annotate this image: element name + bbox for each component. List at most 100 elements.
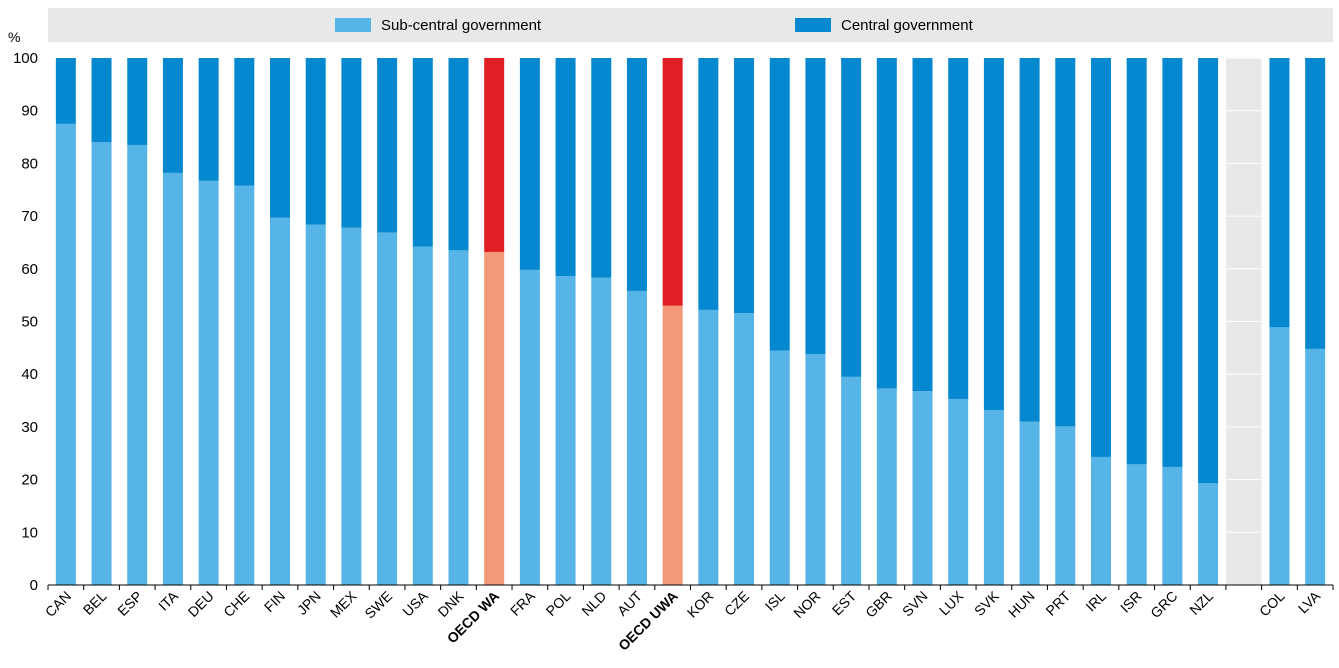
y-tick-label: 50 [21,314,38,331]
legend-band [48,8,1333,42]
category-label: NZL [1186,588,1216,618]
bar-central-cze [734,58,755,314]
y-grid-layer [48,57,1333,533]
bar-sub-central-mex [341,227,362,585]
y-tick-label: 80 [21,155,38,172]
category-label: FIN [261,588,288,615]
bar-central-jpn [305,58,326,225]
bar-sub-central-ita [162,172,183,586]
category-label: CHE [220,588,252,620]
bar-sub-central-oecd-uwa [662,305,683,585]
y-tick-label: 0 [30,577,38,594]
bar-sub-central-bel [91,142,112,585]
legend-swatch-central [795,18,831,32]
bar-sub-central-dnk [448,250,469,586]
category-label: LVA [1295,587,1324,616]
bar-sub-central-nld [591,277,612,585]
category-label: ESP [114,588,145,619]
category-label: POL [543,588,574,619]
bar-sub-central-nor [805,354,826,585]
bar-sub-central-grc [1162,466,1183,585]
bar-sub-central-fra [519,269,540,585]
bar-sub-central-deu [198,180,219,585]
bar-central-est [841,58,862,377]
bar-central-kor [698,58,719,310]
bar-central-col [1269,58,1290,328]
category-label: JPN [294,588,324,618]
category-label: KOR [684,588,717,621]
y-tick-label: 60 [21,261,38,278]
y-tick-label: 40 [21,366,38,383]
category-label: NOR [790,588,823,621]
x-tick-marks [47,585,1334,590]
bar-central-grc [1162,58,1183,467]
y-tick-label: 20 [21,472,38,489]
category-label: COL [1256,588,1288,620]
category-label: GBR [862,588,895,621]
bar-central-lva [1305,58,1326,349]
bar-sub-central-can [55,123,76,585]
bar-central-bel [91,58,112,143]
bar-sub-central-hun [1019,421,1040,585]
bar-sub-central-jpn [305,224,326,586]
bar-central-nld [591,58,612,278]
category-label: SVK [971,587,1003,619]
category-label: GRC [1147,588,1180,621]
bar-sub-central-aut [626,290,647,585]
y-tick-label: 10 [21,524,38,541]
category-label: CAN [42,588,74,620]
bar-central-isr [1126,58,1147,465]
y-tick-label: 30 [21,419,38,436]
bar-sub-central-cze [734,313,755,585]
category-label: IRL [1082,588,1109,615]
bar-central-fin [270,58,291,218]
bar-sub-central-svk [983,410,1004,585]
bar-sub-central-kor [698,309,719,585]
category-label: NLD [578,588,609,619]
bar-central-svn [912,58,933,392]
category-label: SWE [361,588,395,622]
bar-central-irl [1090,58,1111,457]
bar-central-usa [412,58,433,247]
y-unit-label: % [8,29,20,45]
legend-label-central: Central government [841,17,974,34]
category-label: AUT [614,587,645,618]
bar-sub-central-nzl [1198,483,1219,585]
bar-central-nzl [1198,58,1219,484]
bar-layer [55,58,1326,586]
bar-sub-central-prt [1055,426,1076,585]
bar-central-prt [1055,58,1076,427]
y-tick-label: 70 [21,208,38,225]
bar-sub-central-pol [555,276,576,585]
legend-swatch-sub-central [335,18,371,32]
category-label: SVN [899,588,931,620]
bar-sub-central-svn [912,391,933,585]
category-label: DEU [185,588,217,620]
category-label: ISL [762,588,788,614]
bar-central-mex [341,58,362,228]
bar-central-oecd-wa [484,58,505,252]
category-label: ISR [1117,588,1145,616]
bar-central-aut [626,58,647,291]
bar-central-fra [519,58,540,270]
bar-sub-central-swe [377,232,398,585]
bar-sub-central-lux [948,398,969,585]
bar-central-hun [1019,58,1040,422]
bar-central-oecd-uwa [662,58,683,306]
category-label: USA [399,587,431,619]
bar-sub-central-gbr [876,388,897,585]
bar-sub-central-isl [769,350,790,585]
bar-central-lux [948,58,969,399]
bar-central-esp [127,58,148,145]
bar-central-swe [377,58,398,233]
y-tick-label: 100 [13,50,38,67]
bar-central-che [234,58,255,186]
category-label: CZE [721,588,752,619]
category-labels: CAN BEL ESP ITA DEU CHE FIN JPN MEX SWE USA DNKOECD… [42,587,1324,653]
y-tick-labels: 0 10 20 30 40 50 60 70 80 90 100 [13,50,38,594]
bar-central-can [55,58,76,124]
category-label: DNK [434,587,467,620]
bar-central-gbr [876,58,897,389]
category-label: BEL [80,588,110,618]
